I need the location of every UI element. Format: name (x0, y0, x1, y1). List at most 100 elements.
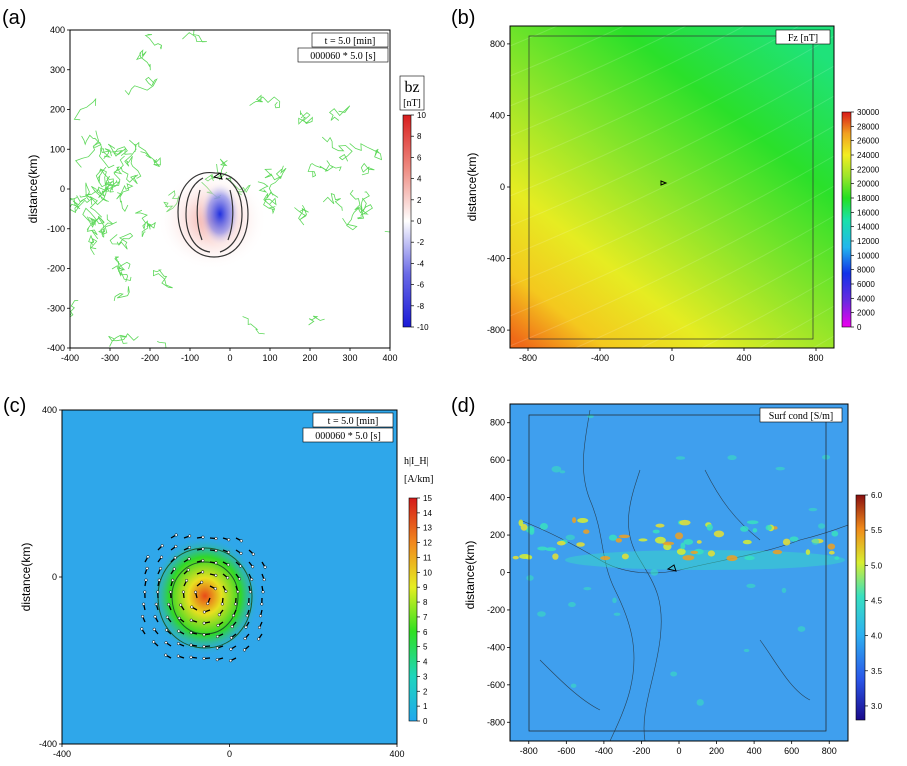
colorbar-label-b: 16000 (857, 208, 880, 217)
current-vector-head (176, 654, 180, 658)
conductivity-spot (781, 587, 787, 594)
ylabel-a: distance(km) (26, 155, 40, 224)
conductivity-spot (683, 539, 694, 545)
green-contour (275, 165, 287, 179)
current-vector-head (172, 567, 176, 571)
ytick-label-a: 100 (50, 144, 65, 154)
xtick-label-d: 600 (784, 746, 799, 756)
green-contour (263, 191, 279, 205)
xtick-label-a: 400 (382, 353, 397, 363)
ytick-label-c: 0 (52, 572, 57, 582)
xtick-label-a: -100 (181, 353, 199, 363)
current-vector-head (231, 613, 236, 618)
current-vector-head (201, 535, 205, 539)
conductivity-spot (696, 699, 704, 706)
current-vector-head (245, 614, 249, 618)
marker-d (666, 564, 677, 572)
info-box-d (759, 407, 843, 423)
current-vector-head (261, 590, 265, 594)
conductivity-spot (556, 540, 566, 546)
xtick-label-a: 300 (342, 353, 357, 363)
conductivity-spot (772, 549, 783, 555)
green-contour (135, 209, 149, 238)
current-vector-head (143, 590, 147, 594)
band-line (509, 0, 794, 137)
info-text-b: Fz [nT] (788, 33, 818, 44)
current-vector-head (216, 623, 220, 627)
band-line (509, 245, 835, 407)
colorbar-label-c: 13 (423, 524, 432, 533)
current-vector-head (164, 653, 168, 657)
info-text-d: Surf cond [S/m] (769, 411, 833, 422)
current-vector-head (238, 564, 242, 568)
current-vector-head (188, 534, 192, 538)
current-vector-head (262, 578, 266, 582)
colorbar-label-a: -6 (417, 281, 425, 290)
colorbar-label-b: 18000 (857, 194, 880, 203)
conductivity-spot (572, 517, 577, 524)
current-vector-head (189, 631, 193, 635)
colorbar-b (841, 111, 852, 328)
current-vector-head (152, 627, 156, 631)
conductivity-spot (670, 671, 678, 677)
info-box-a2 (297, 47, 389, 63)
current-vector-head (144, 578, 148, 582)
colorbar-label-c: 10 (423, 568, 432, 577)
conductivity-band-d (565, 550, 845, 570)
colorbar-label-b: 20000 (857, 180, 880, 189)
conductivity-spot (652, 529, 660, 534)
current-vector-head (158, 567, 163, 571)
conductivity-spot (740, 526, 749, 532)
info-box-c2 (302, 427, 394, 443)
conductivity-spot (618, 534, 630, 539)
colorbar-c (408, 497, 418, 722)
conductivity-spot (615, 538, 623, 543)
current-vector-head (145, 566, 149, 570)
current-vector-head (214, 536, 218, 541)
green-contour (86, 216, 100, 240)
current-vector-head (216, 635, 220, 639)
current-vector-head (220, 602, 224, 606)
xtick-label-a: -200 (141, 353, 159, 363)
green-contour (264, 168, 282, 196)
colorbar-label-d: 5.0 (871, 561, 883, 570)
conductivity-spot (583, 587, 592, 591)
conductivity-spot (568, 602, 576, 608)
xtick-label-d: 400 (747, 746, 762, 756)
current-vector-head (189, 643, 193, 647)
conductivity-spot (608, 534, 618, 541)
ytick-label-a: 200 (50, 105, 65, 115)
colorbar-label-a: 8 (417, 132, 422, 141)
ytick-label-b: -800 (487, 325, 505, 335)
current-vector-head (176, 642, 181, 646)
current-vector-head (202, 633, 206, 637)
current-vector-head (177, 629, 181, 633)
colorbar-label-b: 28000 (857, 122, 880, 131)
green-contour (124, 143, 142, 179)
ytick-label-a: -100 (47, 224, 65, 234)
colorbar-label-b: 8000 (857, 266, 875, 275)
conductivity-spot (545, 547, 557, 552)
panel-c: -400 0 400 400 0 -400 distance(km) t = 5.0 [m… (19, 405, 433, 759)
xtick-label-d: -200 (632, 746, 650, 756)
conductivity-spot (638, 538, 648, 542)
conductivity-spot (539, 522, 548, 530)
current-vector-head (202, 621, 206, 625)
colorbar-label-b: 6000 (857, 280, 875, 289)
current-vector-head (237, 577, 242, 581)
green-contour (111, 256, 124, 272)
colorbar-label-d: 6.0 (871, 491, 883, 500)
green-contour (182, 30, 207, 43)
current-vector-head (152, 640, 156, 644)
conductivity-spot (744, 555, 755, 561)
colorbar-label-a: 4 (417, 175, 422, 184)
conductivity-spot (650, 568, 659, 576)
current-vector-head (187, 557, 191, 561)
ylabel-d: distance(km) (463, 541, 477, 610)
conductivity-spot (600, 555, 611, 561)
conductivity-spot (680, 542, 686, 550)
colorbar-label-b: 4000 (857, 294, 875, 303)
green-contour (108, 333, 139, 342)
green-contour (144, 33, 163, 50)
